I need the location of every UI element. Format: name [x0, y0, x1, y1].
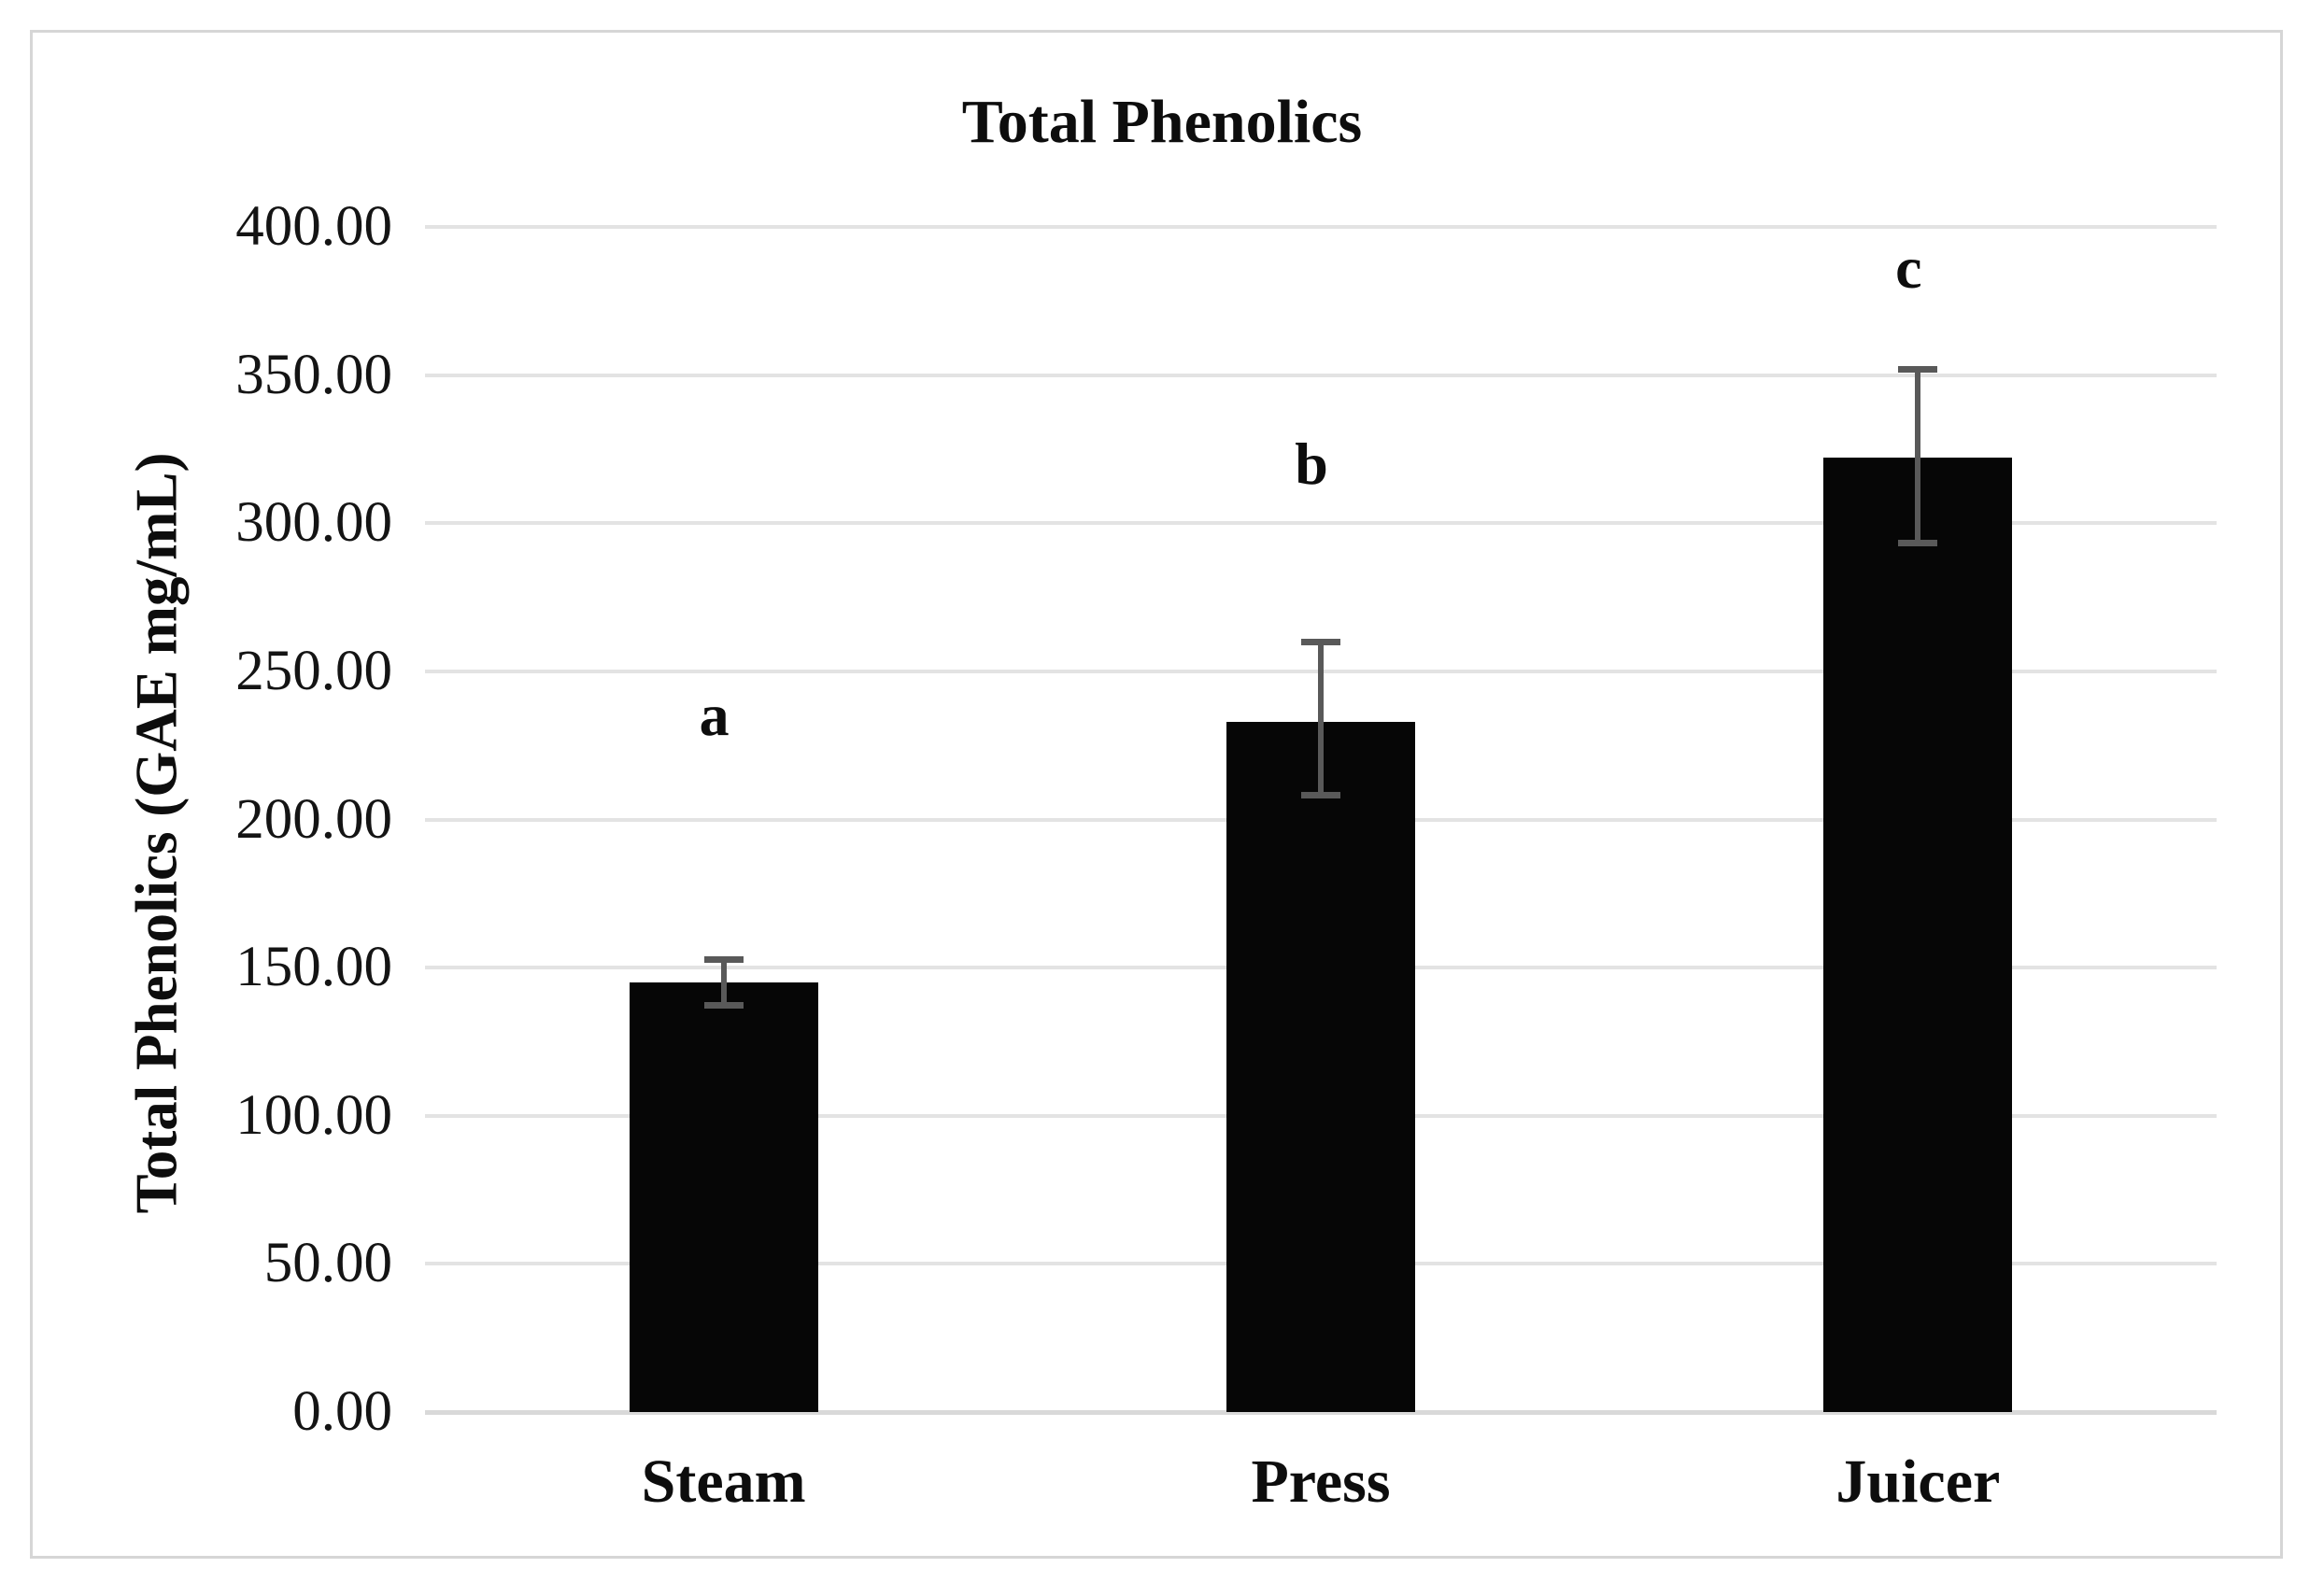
y-tick-label-100.00: 100.00 [235, 1083, 392, 1147]
error-bar-juicer [1915, 369, 1921, 544]
gridline-350.00 [425, 373, 2217, 377]
error-bar-steam [720, 958, 727, 1007]
y-tick-label-350.00: 350.00 [235, 343, 392, 406]
error-bar-cap-top-steam [703, 955, 744, 963]
gridline-300.00 [425, 521, 2217, 526]
error-bar-cap-top-press [1301, 639, 1340, 646]
chart-title: Total Phenolics [961, 88, 1363, 156]
error-bar-cap-bottom-juicer [1898, 540, 1938, 547]
x-tick-label-steam: Steam [641, 1448, 806, 1516]
y-tick-label-150.00: 150.00 [235, 936, 392, 999]
gridline-400.00 [425, 225, 2217, 229]
x-axis-line [425, 1410, 2217, 1415]
sig-letter-a: a [699, 682, 730, 749]
bar-juicer [1823, 458, 2013, 1412]
y-tick-label-0.00: 0.00 [292, 1380, 392, 1443]
sig-letter-b: b [1295, 430, 1328, 497]
y-tick-label-50.00: 50.00 [263, 1232, 392, 1295]
y-tick-label-400.00: 400.00 [235, 195, 392, 258]
bar-steam [629, 982, 818, 1412]
y-tick-label-300.00: 300.00 [235, 491, 392, 555]
error-bar-cap-bottom-steam [703, 1002, 744, 1010]
sig-letter-c: c [1895, 234, 1922, 302]
y-tick-label-250.00: 250.00 [235, 639, 392, 702]
error-bar-press [1318, 642, 1324, 797]
y-tick-label-200.00: 200.00 [235, 787, 392, 851]
x-tick-label-juicer: Juicer [1835, 1448, 2001, 1516]
bar-press [1226, 721, 1415, 1412]
error-bar-cap-top-juicer [1898, 366, 1938, 374]
error-bar-cap-bottom-press [1301, 792, 1340, 799]
x-tick-label-press: Press [1251, 1448, 1391, 1516]
